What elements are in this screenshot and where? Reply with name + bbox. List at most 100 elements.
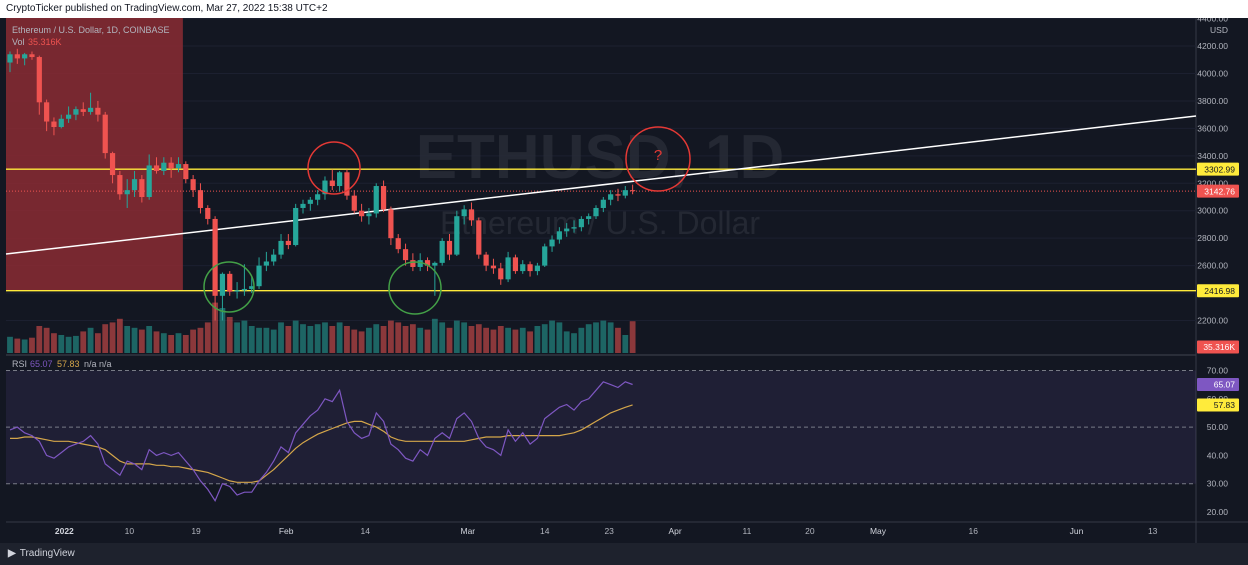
candle-body (227, 273, 233, 292)
price-tick-label: 3400.00 (1197, 151, 1228, 161)
candle-body (161, 162, 167, 171)
trendline[interactable] (5, 115, 1197, 255)
volume-bar (7, 336, 13, 353)
time-tick-label: Mar (460, 526, 475, 536)
legend-vol-value: 35.316K (28, 37, 62, 47)
support-tag: 2416.98 (1197, 284, 1239, 298)
volume-bar (226, 317, 233, 353)
legend-rsi-na: n/a n/a (84, 359, 112, 369)
volume-bar (270, 329, 277, 353)
candle-body (424, 260, 431, 266)
candle-body (271, 254, 277, 262)
candle-body (219, 273, 226, 296)
volume-bar (300, 324, 306, 353)
candle-body (36, 57, 42, 103)
volume-bar (14, 338, 21, 353)
volume-bar (622, 335, 629, 353)
volume-bar (263, 327, 270, 353)
price-tick-label: 2600.00 (1197, 261, 1228, 271)
candle-body (564, 228, 570, 232)
tradingview-logo-icon[interactable]: ▶ (8, 548, 16, 559)
resistance-tag: 3302.99 (1197, 162, 1239, 176)
rsi-ma-tag-text: 57.83 (1214, 400, 1236, 410)
volume-bar (212, 302, 218, 353)
annotation-circles[interactable]: ? (203, 126, 691, 315)
axis-bg-rect (1196, 18, 1248, 543)
volume-bar (549, 320, 555, 353)
candle-body (234, 290, 240, 292)
volume-bar (65, 336, 72, 353)
volume-bar (336, 322, 343, 353)
candle-body (278, 240, 284, 255)
candle-body (80, 109, 86, 112)
green-circle-left (203, 261, 255, 313)
candle-body (256, 265, 262, 287)
volume-bar (329, 326, 336, 353)
price-tick-label: 2800.00 (1197, 233, 1228, 243)
volume-bar (51, 333, 57, 353)
price-tick-label: 4200.00 (1197, 41, 1228, 51)
rsi-value-tag-bg (1197, 377, 1239, 391)
volume-bar (146, 326, 153, 353)
price-unit-label: USD (1210, 25, 1228, 35)
footer-brand[interactable]: TradingView (19, 548, 75, 559)
legend-symbol: Ethereum / U.S. Dollar, 1D, COINBASE (12, 25, 170, 35)
volume-bar (483, 327, 490, 353)
time-tick-label: Feb (279, 526, 294, 536)
candle-body (446, 240, 453, 255)
candle-body (7, 54, 13, 63)
candle-body (241, 288, 247, 291)
volume-tag-bg (1197, 340, 1239, 354)
trendline-line (5, 115, 1197, 255)
candle-body (44, 102, 50, 122)
candle-body (66, 114, 72, 119)
candle-body (593, 207, 599, 217)
candle-body (344, 172, 350, 196)
price-axis[interactable]: 4400.00 4200.00 4000.00 3800.00 3600.00 3400.… (1197, 18, 1239, 517)
candle-body (622, 190, 628, 196)
time-tick-label: 14 (540, 526, 550, 536)
current-price-tag: 3142.76 (1197, 184, 1239, 198)
red-circle-question (625, 126, 691, 192)
candle-body (14, 54, 20, 59)
candle-body (534, 265, 540, 272)
volume-bar (153, 331, 160, 353)
chart-canvas[interactable]: ETHUSD, 1D Ethereum / U.S. Dollar ? 4400… (0, 18, 1248, 543)
chart-background (0, 18, 1248, 543)
volume-bar (541, 324, 548, 353)
candle-body (197, 190, 204, 208)
time-tick-label: 14 (361, 526, 371, 536)
volume-bar (168, 335, 175, 353)
rsi-value-tag-text: 65.07 (1214, 380, 1236, 390)
watermark-name: Ethereum / U.S. Dollar (440, 205, 760, 241)
candle-body (527, 264, 533, 272)
volume-bar (556, 322, 563, 353)
time-axis[interactable]: 2022 10 19 Feb 14 Mar 14 23 Apr 11 20 May 16 Jun 13 (55, 526, 1158, 536)
time-tick-label: Apr (668, 526, 681, 536)
volume-bar (248, 326, 255, 353)
volume-bar (490, 329, 497, 353)
volume-bar (87, 327, 94, 353)
candle-body (51, 121, 57, 128)
current-price-tag-text: 3142.76 (1204, 186, 1235, 196)
candle-body (95, 107, 101, 115)
candle-body (630, 190, 636, 192)
rsi-value-tag: 65.07 (1197, 377, 1239, 391)
volume-bar (160, 333, 167, 353)
volume-bar (600, 320, 607, 353)
support-tag-bg (1197, 284, 1239, 298)
candle-body (490, 265, 497, 269)
volume-bar (234, 322, 240, 353)
support-tag-text: 2416.98 (1204, 286, 1235, 296)
price-tick-label: 4400.00 (1197, 18, 1228, 24)
candle-body (205, 207, 211, 219)
candle-body (307, 199, 313, 204)
time-tick-label: Jun (1070, 526, 1084, 536)
candle-body (600, 199, 606, 208)
rsi-band (6, 370, 1196, 485)
price-tick-label: 4000.00 (1197, 69, 1228, 79)
volume-bar (505, 327, 511, 353)
rsi-tick-label: 50.00 (1207, 422, 1229, 432)
volume-bar (351, 329, 358, 353)
volume-bar (73, 335, 79, 353)
